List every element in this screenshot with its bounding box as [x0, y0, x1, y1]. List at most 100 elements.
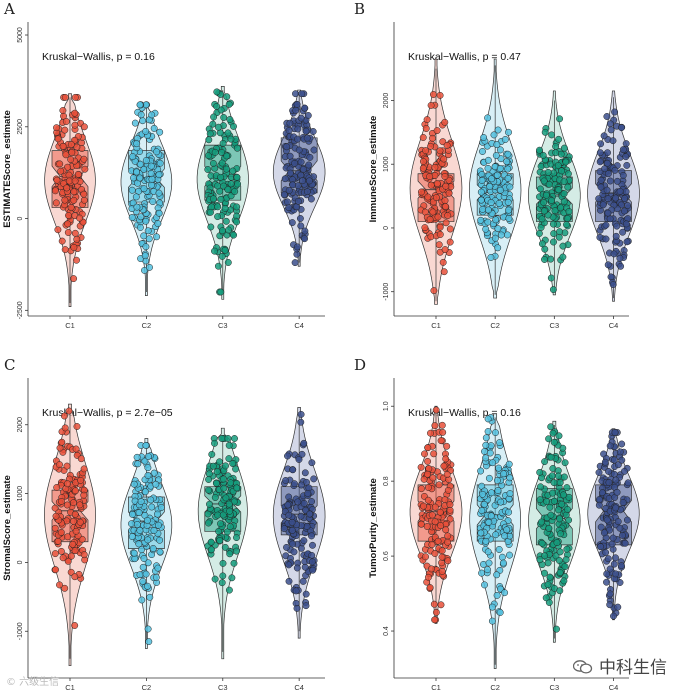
x-tick-label: C4 [294, 683, 304, 692]
data-point [285, 511, 293, 519]
data-point [65, 407, 73, 415]
data-point [561, 563, 569, 571]
data-point [146, 263, 153, 271]
data-point [288, 526, 296, 534]
data-point [205, 470, 213, 478]
data-point [210, 113, 218, 121]
data-point [305, 177, 313, 185]
data-point [285, 187, 293, 194]
data-point [304, 489, 312, 497]
data-point [231, 435, 238, 442]
data-point [149, 545, 157, 552]
data-point [293, 100, 301, 108]
data-point [310, 475, 318, 483]
data-point [77, 476, 85, 484]
data-point [284, 501, 292, 509]
data-point [148, 503, 156, 511]
data-point [493, 591, 501, 599]
data-point [419, 164, 427, 172]
data-point [435, 241, 443, 249]
data-point [477, 188, 485, 196]
data-point [417, 188, 425, 196]
y-tick-label: 2000 [383, 93, 390, 109]
data-point [224, 259, 232, 266]
data-point [549, 220, 557, 228]
data-point [285, 577, 293, 585]
data-point [496, 609, 504, 616]
data-point [148, 175, 156, 183]
data-point [304, 112, 312, 119]
data-point [293, 604, 301, 612]
data-point [491, 234, 499, 242]
data-point [554, 162, 562, 169]
panel-c: C -1000 0 1000 2000 StromalScore_estimate Krus… [2, 356, 326, 692]
data-point [61, 93, 69, 101]
data-point [492, 152, 500, 159]
data-point [299, 177, 306, 185]
data-point [297, 114, 305, 122]
data-point [71, 547, 79, 555]
data-point [291, 480, 298, 488]
data-point [547, 453, 555, 461]
data-point [206, 130, 214, 138]
data-point [301, 469, 309, 477]
data-point [541, 569, 548, 577]
data-point [436, 91, 444, 99]
data-point [603, 516, 611, 524]
data-point [303, 134, 311, 142]
data-point [603, 578, 610, 586]
data-point [482, 454, 490, 462]
data-point [477, 216, 485, 224]
data-point [281, 175, 289, 183]
data-point [80, 491, 88, 499]
data-point [204, 166, 212, 173]
data-point [62, 151, 70, 159]
data-point [136, 101, 144, 109]
data-point [613, 488, 621, 496]
data-point [133, 168, 141, 176]
data-point [619, 228, 627, 236]
group-c1: C1 [44, 403, 96, 692]
data-point [219, 139, 227, 147]
data-point [493, 141, 501, 149]
data-point [308, 558, 316, 566]
data-point [611, 108, 619, 116]
data-point [223, 152, 231, 160]
data-point [497, 231, 505, 239]
data-point [489, 459, 497, 467]
data-point [309, 541, 316, 549]
data-point [155, 189, 163, 197]
data-point [421, 224, 429, 232]
group-c3: C3 [528, 420, 581, 692]
data-point [51, 524, 59, 532]
data-point [154, 220, 162, 228]
data-point [80, 190, 88, 198]
data-point [432, 194, 440, 202]
data-point [618, 124, 625, 132]
data-point [144, 227, 152, 235]
data-point [214, 262, 222, 270]
data-point [283, 543, 290, 551]
data-point [280, 191, 288, 199]
data-point [422, 125, 430, 132]
data-point [56, 444, 64, 452]
data-point [442, 203, 450, 211]
data-point [536, 556, 544, 564]
data-point [438, 553, 446, 561]
data-point [294, 125, 302, 133]
data-point [297, 512, 305, 520]
data-point [205, 486, 213, 494]
x-tick-label: C2 [142, 683, 152, 692]
data-point [221, 543, 229, 551]
data-point [233, 212, 241, 220]
data-point [431, 422, 439, 430]
data-point [229, 167, 237, 175]
data-point [157, 504, 165, 511]
data-point [52, 512, 60, 520]
data-point [225, 100, 233, 108]
data-point [487, 512, 495, 520]
data-point [139, 117, 147, 125]
data-point [440, 155, 448, 163]
data-point [478, 569, 486, 577]
data-point [559, 242, 567, 250]
